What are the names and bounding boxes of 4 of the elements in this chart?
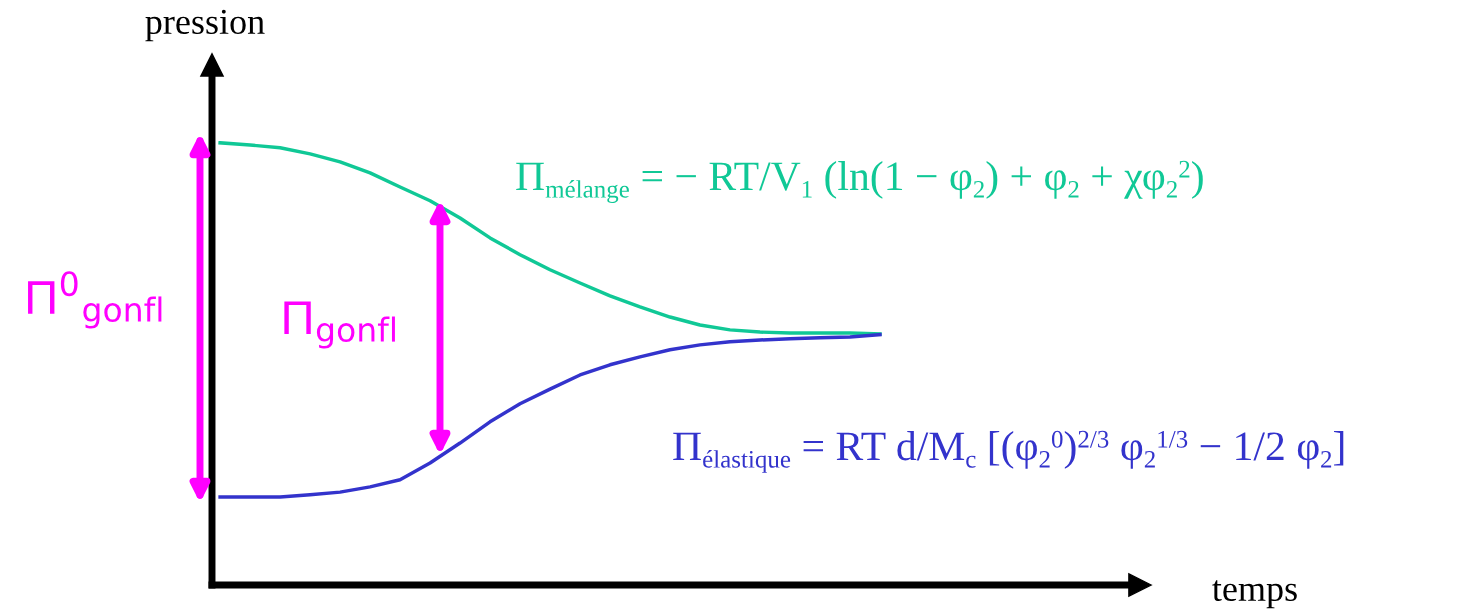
y-axis-title: pression <box>145 9 265 42</box>
text: Π$^{0}$$_{gonfl}$ <box>28 271 162 329</box>
annotation: Π$_{gonfl}$ <box>284 301 395 349</box>
x-axis-title: temps <box>1212 580 1297 609</box>
